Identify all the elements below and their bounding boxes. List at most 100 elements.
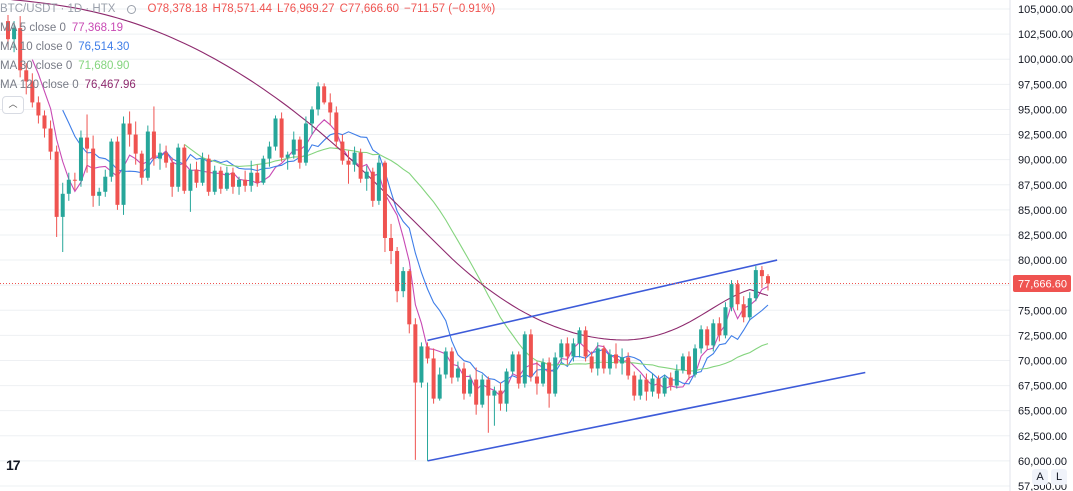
candle-body xyxy=(553,357,558,394)
indicator-label: MA 5 close 0 xyxy=(0,22,66,34)
candle-body xyxy=(133,134,138,154)
candle-body xyxy=(24,70,29,82)
candle-body xyxy=(680,356,685,371)
candle-body xyxy=(158,152,162,159)
candle-body xyxy=(36,102,41,116)
log-scale-button[interactable]: L xyxy=(1051,469,1067,485)
candle-body xyxy=(626,357,631,376)
candle-body xyxy=(389,237,394,252)
axis-tick-label: 80,000.00 xyxy=(1018,255,1067,267)
candle-body xyxy=(72,179,77,181)
last-price-value: 77,666.60 xyxy=(1018,278,1067,290)
candle-body xyxy=(151,131,156,159)
candle-body xyxy=(358,152,363,179)
candle-body xyxy=(224,172,229,189)
candle-body xyxy=(729,284,734,308)
ohlc-low: L76,969.27 xyxy=(277,3,335,15)
symbol-label[interactable]: BTC/USDT · 1D · HTX xyxy=(0,3,116,15)
indicator-label: MA 10 close 0 xyxy=(0,41,73,53)
candle-body xyxy=(741,304,746,318)
indicator-label: MA 120 close 0 xyxy=(0,79,79,91)
candle-body xyxy=(78,137,83,181)
candle-body xyxy=(577,330,582,344)
axis-tick-label: 102,500.00 xyxy=(1018,29,1073,41)
candle-body xyxy=(431,358,436,399)
candle-body xyxy=(115,141,120,205)
candle-body xyxy=(316,86,321,110)
candle-body xyxy=(297,139,302,163)
candle-body xyxy=(753,270,758,299)
auto-scale-button[interactable]: A xyxy=(1032,469,1048,485)
indicator-value: 76,467.96 xyxy=(84,79,136,91)
collapse-legend-button[interactable]: ︿ xyxy=(2,96,24,114)
ohlc-open: O78,378.18 xyxy=(147,3,208,15)
candle-body xyxy=(48,128,53,152)
candle-body xyxy=(340,141,345,161)
candle-body xyxy=(462,368,466,394)
grid-lines xyxy=(0,8,1010,487)
axis-tick-label: 85,000.00 xyxy=(1018,205,1067,217)
axis-tick-label: 62,500.00 xyxy=(1018,431,1067,443)
candle-body xyxy=(60,193,65,217)
indicator-ma30[interactable]: MA 30 close 0 71,680.90 xyxy=(0,57,495,76)
candle-body xyxy=(121,123,126,205)
candle-body xyxy=(492,390,497,396)
candle-body xyxy=(589,356,594,369)
candle-body xyxy=(6,21,10,40)
candle-body xyxy=(139,153,144,178)
candle-body xyxy=(547,362,552,394)
candle-body xyxy=(644,379,649,392)
candle-body xyxy=(650,378,655,392)
candle-body xyxy=(212,170,217,192)
axis-tick-label: 87,500.00 xyxy=(1018,180,1067,192)
indicator-ma10[interactable]: MA 10 close 0 76,514.30 xyxy=(0,38,495,57)
candle-body xyxy=(595,348,600,369)
axis-tick-label: 60,000.00 xyxy=(1018,456,1067,468)
indicator-ma120[interactable]: MA 120 close 0 76,467.96 xyxy=(0,76,495,95)
price-change: −711.57 (−0.91%) xyxy=(404,3,496,15)
candle-body xyxy=(267,146,272,159)
candle-body xyxy=(480,379,485,405)
chart-legend: BTC/USDT · 1D · HTX O78,378.18 H78,571.4… xyxy=(0,0,495,95)
candle-body xyxy=(638,379,643,396)
candle-body xyxy=(66,179,71,194)
indicator-label: MA 30 close 0 xyxy=(0,60,73,72)
candle-body xyxy=(395,251,400,292)
candle-body xyxy=(303,123,308,163)
candle-body xyxy=(206,158,211,192)
price-axis[interactable]: 105,000.00 102,500.00 100,000.00 97,500.00 9… xyxy=(1009,0,1073,491)
candle-body xyxy=(164,152,169,163)
price-label: 77,666.60 xyxy=(1013,274,1071,292)
candle-body xyxy=(522,334,527,384)
candle-body xyxy=(291,139,296,155)
candle-body xyxy=(419,346,424,383)
candle-body xyxy=(42,115,47,129)
axis-tick-label: 97,500.00 xyxy=(1018,79,1067,91)
candle-body xyxy=(170,162,175,187)
candle-body xyxy=(103,176,108,192)
candle-body xyxy=(528,334,533,377)
candle-body xyxy=(571,343,576,357)
candle-body xyxy=(346,160,351,165)
candle-body xyxy=(437,374,442,399)
axis-tick-label: 67,500.00 xyxy=(1018,381,1067,393)
ma-line-ma30 xyxy=(183,143,769,372)
candle-body xyxy=(699,329,704,349)
candle-body xyxy=(766,276,770,284)
ohlc-high: H78,571.44 xyxy=(212,3,273,15)
candle-body xyxy=(255,172,260,183)
axis-tick-label: 95,000.00 xyxy=(1018,104,1067,116)
trendlines[interactable] xyxy=(427,259,866,462)
candle-body xyxy=(486,379,491,396)
indicator-ma5[interactable]: MA 5 close 0 77,368.19 xyxy=(0,19,495,38)
axis-tick-label: 72,500.00 xyxy=(1018,330,1067,342)
candle-body xyxy=(498,390,503,404)
symbol-row: BTC/USDT · 1D · HTX O78,378.18 H78,571.4… xyxy=(0,0,495,19)
candle-body xyxy=(474,379,479,405)
axis-tick-label: 90,000.00 xyxy=(1018,155,1067,167)
candle-body xyxy=(194,169,199,183)
candle-body xyxy=(352,152,357,165)
axis-tick-label: 105,000.00 xyxy=(1018,4,1073,16)
ma-line-ma5 xyxy=(31,59,769,398)
